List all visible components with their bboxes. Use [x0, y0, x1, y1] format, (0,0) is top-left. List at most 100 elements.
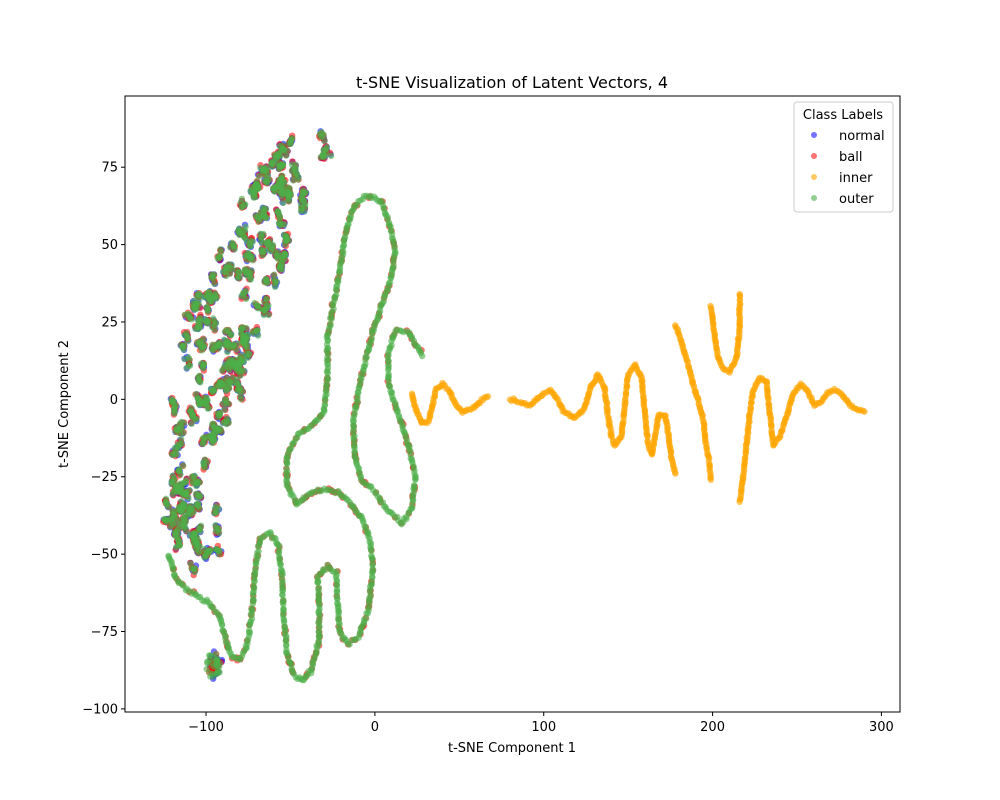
point-outer [204, 290, 211, 297]
point-outer [216, 253, 224, 260]
point-outer [213, 659, 221, 667]
point-outer [206, 669, 213, 677]
point-outer [282, 152, 290, 159]
point-outer [249, 238, 256, 245]
point-outer [218, 428, 225, 435]
point-outer [277, 162, 284, 169]
point-outer [235, 367, 242, 374]
y-tick-label: −50 [91, 548, 118, 563]
point-outer [276, 221, 284, 228]
point-outer [246, 627, 253, 634]
point-outer [163, 501, 171, 508]
point-outer [263, 167, 270, 174]
point-outer [170, 511, 177, 518]
point-outer [387, 274, 394, 281]
point-outer [239, 324, 246, 331]
point-outer [250, 194, 258, 201]
point-outer [171, 408, 178, 415]
point-outer [168, 478, 175, 486]
point-outer [269, 161, 277, 168]
legend: Class Labels normal ball inner outer [793, 101, 894, 213]
point-outer [228, 261, 235, 269]
point-outer [315, 584, 322, 591]
point-outer [283, 147, 291, 154]
point-outer [278, 266, 285, 273]
point-outer [264, 238, 271, 245]
point-outer [196, 401, 203, 408]
point-outer [167, 523, 174, 530]
point-outer [263, 279, 270, 286]
point-outer [271, 271, 278, 278]
point-outer [238, 358, 245, 365]
point-outer [322, 146, 330, 153]
point-outer [183, 477, 190, 484]
x-tick-label: 0 [371, 720, 379, 735]
point-outer [230, 242, 237, 250]
point-outer [220, 365, 227, 372]
legend-title: Class Labels [803, 108, 883, 123]
point-outer [363, 615, 370, 622]
point-outer [201, 456, 209, 463]
point-outer [180, 515, 187, 522]
point-inner [672, 470, 679, 477]
point-outer [242, 223, 249, 230]
point-outer [281, 179, 288, 186]
legend-marker-normal [811, 132, 817, 138]
point-outer [206, 656, 213, 664]
x-tick-label: 300 [869, 720, 894, 735]
point-outer [195, 548, 202, 555]
point-outer [411, 482, 418, 489]
point-outer [333, 291, 340, 299]
point-outer [237, 352, 244, 359]
point-outer [174, 488, 181, 496]
point-outer [216, 410, 224, 418]
point-outer [369, 560, 376, 568]
point-outer [225, 330, 233, 337]
point-outer [194, 494, 201, 501]
point-outer [197, 341, 205, 349]
point-outer [180, 342, 187, 350]
y-tick-label: −100 [82, 702, 118, 717]
y-tick-label: 50 [101, 238, 118, 253]
point-outer [240, 334, 248, 342]
point-outer [368, 552, 375, 559]
point-outer [173, 531, 180, 539]
point-outer [195, 395, 202, 402]
point-outer [186, 356, 193, 363]
point-outer [179, 462, 187, 469]
point-outer [210, 271, 218, 278]
point-outer [206, 652, 213, 659]
point-outer [247, 254, 254, 262]
point-inner [861, 408, 868, 415]
point-outer [335, 274, 342, 282]
point-outer [214, 669, 222, 676]
point-outer [190, 508, 197, 515]
point-outer [419, 352, 426, 360]
point-outer [255, 547, 262, 555]
point-outer [222, 396, 230, 404]
point-outer [210, 315, 217, 322]
point-outer [212, 428, 220, 436]
point-inner [736, 290, 743, 298]
point-outer [280, 199, 287, 206]
point-outer [280, 601, 287, 608]
point-outer [188, 405, 195, 412]
point-outer [194, 298, 201, 306]
point-outer [177, 435, 185, 443]
legend-label-normal: normal [839, 129, 885, 144]
y-tick-label: −75 [91, 625, 118, 640]
point-outer [290, 177, 297, 184]
point-outer [162, 495, 170, 502]
point-outer [184, 334, 191, 341]
x-tick-label: 200 [700, 720, 725, 735]
point-outer [205, 548, 212, 555]
point-outer [254, 327, 261, 334]
point-outer [187, 560, 194, 567]
point-outer [212, 650, 219, 658]
point-outer [256, 172, 263, 180]
point-outer [221, 406, 228, 413]
point-outer [327, 320, 334, 327]
point-outer [203, 319, 210, 326]
point-outer [195, 500, 202, 507]
